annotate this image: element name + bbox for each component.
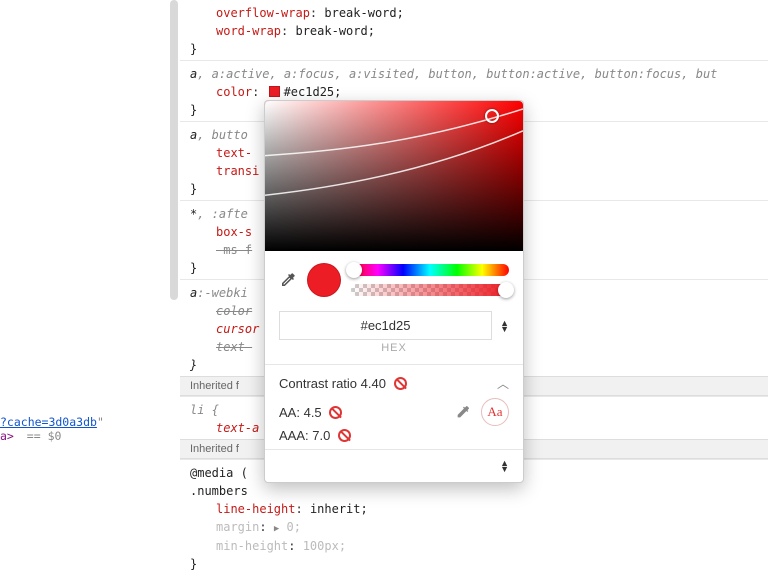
current-color-swatch[interactable] bbox=[307, 263, 341, 297]
a-tag: a> bbox=[0, 429, 14, 443]
brace: } bbox=[190, 40, 758, 58]
aaa-threshold: 7.0 bbox=[312, 428, 330, 443]
css-property[interactable]: overflow-wrap bbox=[216, 6, 310, 20]
fail-icon bbox=[329, 406, 342, 419]
chevron-up-icon[interactable]: ︿ bbox=[497, 375, 509, 392]
css-value[interactable]: #ec1d25; bbox=[284, 85, 342, 99]
css-property[interactable]: margin bbox=[216, 520, 259, 534]
fail-icon bbox=[394, 377, 407, 390]
css-property[interactable]: cursor bbox=[216, 322, 259, 336]
css-value[interactable]: inherit; bbox=[310, 502, 368, 516]
css-property[interactable]: text- bbox=[216, 146, 252, 160]
contrast-ratio-value: 4.40 bbox=[361, 376, 386, 391]
expand-triangle-icon[interactable]: ▶ bbox=[274, 524, 279, 534]
color-swatch[interactable] bbox=[269, 86, 280, 97]
sv-cursor[interactable] bbox=[485, 109, 499, 123]
hue-slider[interactable] bbox=[351, 264, 509, 276]
css-selector[interactable]: a, a:active, a:focus, a:visited, button,… bbox=[190, 65, 758, 83]
scrollbar[interactable] bbox=[170, 0, 178, 300]
css-value[interactable]: 0; bbox=[286, 520, 300, 534]
contrast-ratio-label: Contrast ratio bbox=[279, 376, 357, 391]
css-property[interactable]: box-s bbox=[216, 225, 252, 239]
color-picker-popover: ▲ ▼ HEX Contrast ratio 4.40 ︿ AA: 4.5 bbox=[264, 100, 524, 483]
cache-link[interactable]: ?cache=3d0a3db bbox=[0, 415, 97, 429]
elements-panel-gutter: ?cache=3d0a3db" a> == $0 bbox=[0, 0, 175, 578]
css-property[interactable]: transi bbox=[216, 164, 259, 178]
hex-input[interactable] bbox=[279, 311, 492, 340]
hue-thumb[interactable] bbox=[346, 262, 362, 278]
chevron-down-icon: ▼ bbox=[500, 326, 509, 332]
css-value[interactable]: 100px; bbox=[303, 539, 346, 553]
css-value[interactable]: break-word; bbox=[295, 24, 374, 38]
palette-stepper[interactable]: ▲ ▼ bbox=[500, 460, 509, 472]
brace: } bbox=[190, 555, 758, 573]
contrast-section: Contrast ratio 4.40 ︿ AA: 4.5 Aa AAA: bbox=[265, 365, 523, 449]
alpha-thumb[interactable] bbox=[498, 282, 514, 298]
saturation-value-field[interactable] bbox=[265, 101, 523, 251]
chevron-down-icon: ▼ bbox=[500, 466, 509, 472]
aaa-label: AAA: bbox=[279, 428, 309, 443]
css-property[interactable]: text-a bbox=[216, 421, 259, 435]
css-rule[interactable]: overflow-wrap: break-word; word-wrap: br… bbox=[180, 0, 768, 60]
selector-rest: :-webki bbox=[197, 286, 248, 300]
selector-rest: , a:active, a:focus, a:visited, button, … bbox=[197, 67, 717, 81]
format-stepper[interactable]: ▲ ▼ bbox=[500, 320, 509, 332]
css-property[interactable]: word-wrap bbox=[216, 24, 281, 38]
css-property[interactable]: line-height bbox=[216, 502, 295, 516]
eyedropper-icon[interactable] bbox=[455, 404, 471, 420]
css-property[interactable]: -ms-f bbox=[216, 243, 252, 257]
css-property[interactable]: text- bbox=[216, 340, 252, 354]
css-selector[interactable]: .numbers bbox=[190, 482, 758, 500]
css-property[interactable]: color bbox=[216, 304, 252, 318]
eq-dollar-zero: == $0 bbox=[27, 429, 62, 443]
css-property[interactable]: color bbox=[216, 85, 252, 99]
dom-breadcrumb-snippet: ?cache=3d0a3db" a> == $0 bbox=[0, 415, 104, 443]
selector-rest: , :afte bbox=[197, 207, 248, 221]
format-label: HEX bbox=[265, 342, 523, 364]
selector-rest: , butto bbox=[197, 128, 248, 142]
css-property[interactable]: min-height bbox=[216, 539, 288, 553]
aa-label: AA: bbox=[279, 405, 300, 420]
alpha-slider[interactable] bbox=[351, 284, 509, 296]
eyedropper-icon[interactable] bbox=[279, 271, 297, 289]
aa-threshold: 4.5 bbox=[304, 405, 322, 420]
text-sample-badge[interactable]: Aa bbox=[481, 398, 509, 426]
css-value[interactable]: break-word; bbox=[324, 6, 403, 20]
fail-icon bbox=[338, 429, 351, 442]
